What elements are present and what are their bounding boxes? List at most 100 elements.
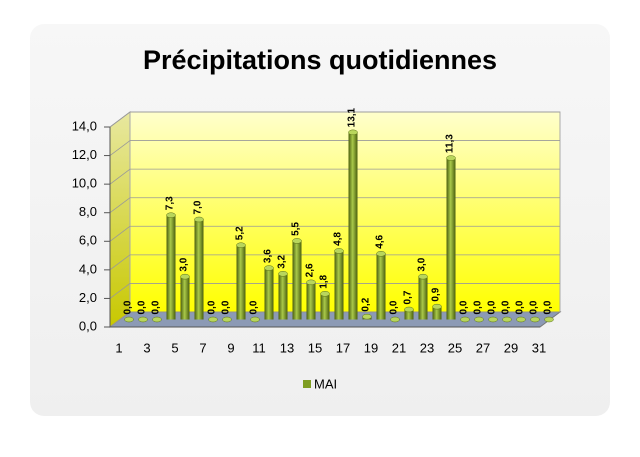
bar bbox=[306, 282, 316, 320]
bar bbox=[348, 132, 358, 320]
value-label: 0,0 bbox=[529, 300, 540, 314]
bar-cap bbox=[250, 316, 260, 323]
value-label: 3,0 bbox=[179, 257, 190, 271]
value-label: 13,1 bbox=[347, 107, 358, 127]
value-label: 0,0 bbox=[473, 300, 484, 314]
grid-line bbox=[109, 140, 560, 156]
bar-cap bbox=[278, 271, 288, 277]
value-label: 3,2 bbox=[277, 254, 288, 268]
bar-cap bbox=[376, 251, 386, 257]
bar-cap bbox=[222, 316, 232, 323]
y-tick-label: 8,0 bbox=[79, 204, 97, 219]
bar bbox=[236, 245, 246, 320]
bar-cap bbox=[502, 316, 512, 323]
value-label: 0,0 bbox=[137, 300, 148, 314]
bar-cap bbox=[530, 316, 540, 323]
x-tick-label: 17 bbox=[336, 340, 350, 355]
value-label: 3,6 bbox=[263, 249, 274, 263]
grid-line bbox=[109, 254, 560, 271]
value-label: 0,0 bbox=[151, 300, 162, 314]
bar-cap bbox=[446, 155, 456, 161]
value-label: 7,3 bbox=[165, 196, 176, 210]
legend-label: MAI bbox=[314, 376, 337, 391]
bar bbox=[320, 293, 330, 320]
value-label: 0,0 bbox=[389, 300, 400, 314]
x-tick-label: 19 bbox=[364, 340, 378, 355]
value-label: 0,0 bbox=[221, 300, 232, 314]
grid-line bbox=[109, 311, 560, 328]
bar-cap bbox=[138, 316, 148, 323]
bar-cap bbox=[320, 291, 330, 297]
bar-cap bbox=[432, 303, 442, 310]
y-tick-label: 2,0 bbox=[79, 290, 97, 305]
value-label: 4,8 bbox=[333, 232, 344, 246]
bar-cap bbox=[306, 279, 316, 286]
y-tick-label: 10,0 bbox=[72, 176, 97, 191]
bar-cap bbox=[488, 316, 498, 323]
bar-cap bbox=[544, 316, 554, 323]
bar bbox=[194, 219, 204, 320]
bar-cap bbox=[152, 316, 162, 323]
bar-cap bbox=[292, 238, 302, 244]
y-tick-label: 0,0 bbox=[79, 318, 97, 333]
bar bbox=[404, 309, 414, 320]
value-label: 5,5 bbox=[291, 222, 302, 236]
bar bbox=[334, 250, 344, 320]
x-tick-label: 31 bbox=[532, 340, 546, 355]
side-wall bbox=[109, 111, 131, 328]
bar bbox=[180, 276, 190, 320]
bar-cap bbox=[362, 313, 372, 320]
chart-title: Précipitations quotidiennes bbox=[143, 45, 497, 75]
bar bbox=[264, 268, 274, 320]
value-label: 5,2 bbox=[235, 226, 246, 240]
bar bbox=[278, 273, 288, 320]
legend-swatch bbox=[303, 380, 311, 388]
bar bbox=[418, 276, 428, 320]
x-tick-label: 7 bbox=[199, 340, 206, 355]
y-tick-label: 6,0 bbox=[79, 233, 97, 248]
x-tick-label: 15 bbox=[308, 340, 322, 355]
value-label: 0,0 bbox=[123, 300, 134, 314]
y-tick-label: 14,0 bbox=[72, 118, 97, 133]
value-label: 0,7 bbox=[403, 290, 414, 304]
value-label: 2,6 bbox=[305, 263, 316, 277]
value-label: 0,2 bbox=[361, 297, 372, 311]
grid-line bbox=[109, 168, 560, 185]
bar-cap bbox=[264, 265, 274, 271]
x-tick-label: 3 bbox=[143, 340, 150, 355]
x-tick-label: 13 bbox=[280, 340, 294, 355]
bar-cap bbox=[390, 316, 400, 323]
bar-cap bbox=[166, 212, 176, 218]
x-tick-label: 11 bbox=[252, 340, 266, 355]
value-label: 4,6 bbox=[375, 234, 386, 248]
x-tick-label: 1 bbox=[115, 340, 122, 355]
value-label: 7,0 bbox=[193, 200, 204, 214]
value-label: 0,0 bbox=[543, 300, 554, 314]
bar-cap bbox=[348, 129, 358, 136]
y-tick-label: 4,0 bbox=[79, 261, 97, 276]
bar-cap bbox=[418, 273, 428, 280]
x-tick-label: 21 bbox=[392, 340, 406, 355]
bar-cap bbox=[516, 316, 526, 323]
bar-cap bbox=[334, 248, 344, 254]
value-label: 11,3 bbox=[445, 134, 456, 153]
value-label: 1,8 bbox=[319, 274, 330, 288]
value-label: 0,0 bbox=[459, 300, 470, 314]
bar-cap bbox=[474, 316, 484, 323]
bar bbox=[376, 253, 386, 320]
bar-cap bbox=[180, 273, 190, 280]
grid-line bbox=[109, 197, 560, 214]
x-tick-label: 23 bbox=[420, 340, 434, 355]
bar-cap bbox=[194, 216, 204, 223]
x-tick-label: 27 bbox=[476, 340, 490, 355]
bar-cap bbox=[208, 316, 218, 323]
bar bbox=[446, 158, 456, 320]
value-label: 3,0 bbox=[417, 257, 428, 271]
bar-cap bbox=[124, 316, 134, 323]
value-label: 0,0 bbox=[501, 300, 512, 314]
value-label: 0,0 bbox=[515, 300, 526, 314]
grid-line bbox=[109, 225, 560, 242]
bar-cap bbox=[460, 316, 470, 323]
